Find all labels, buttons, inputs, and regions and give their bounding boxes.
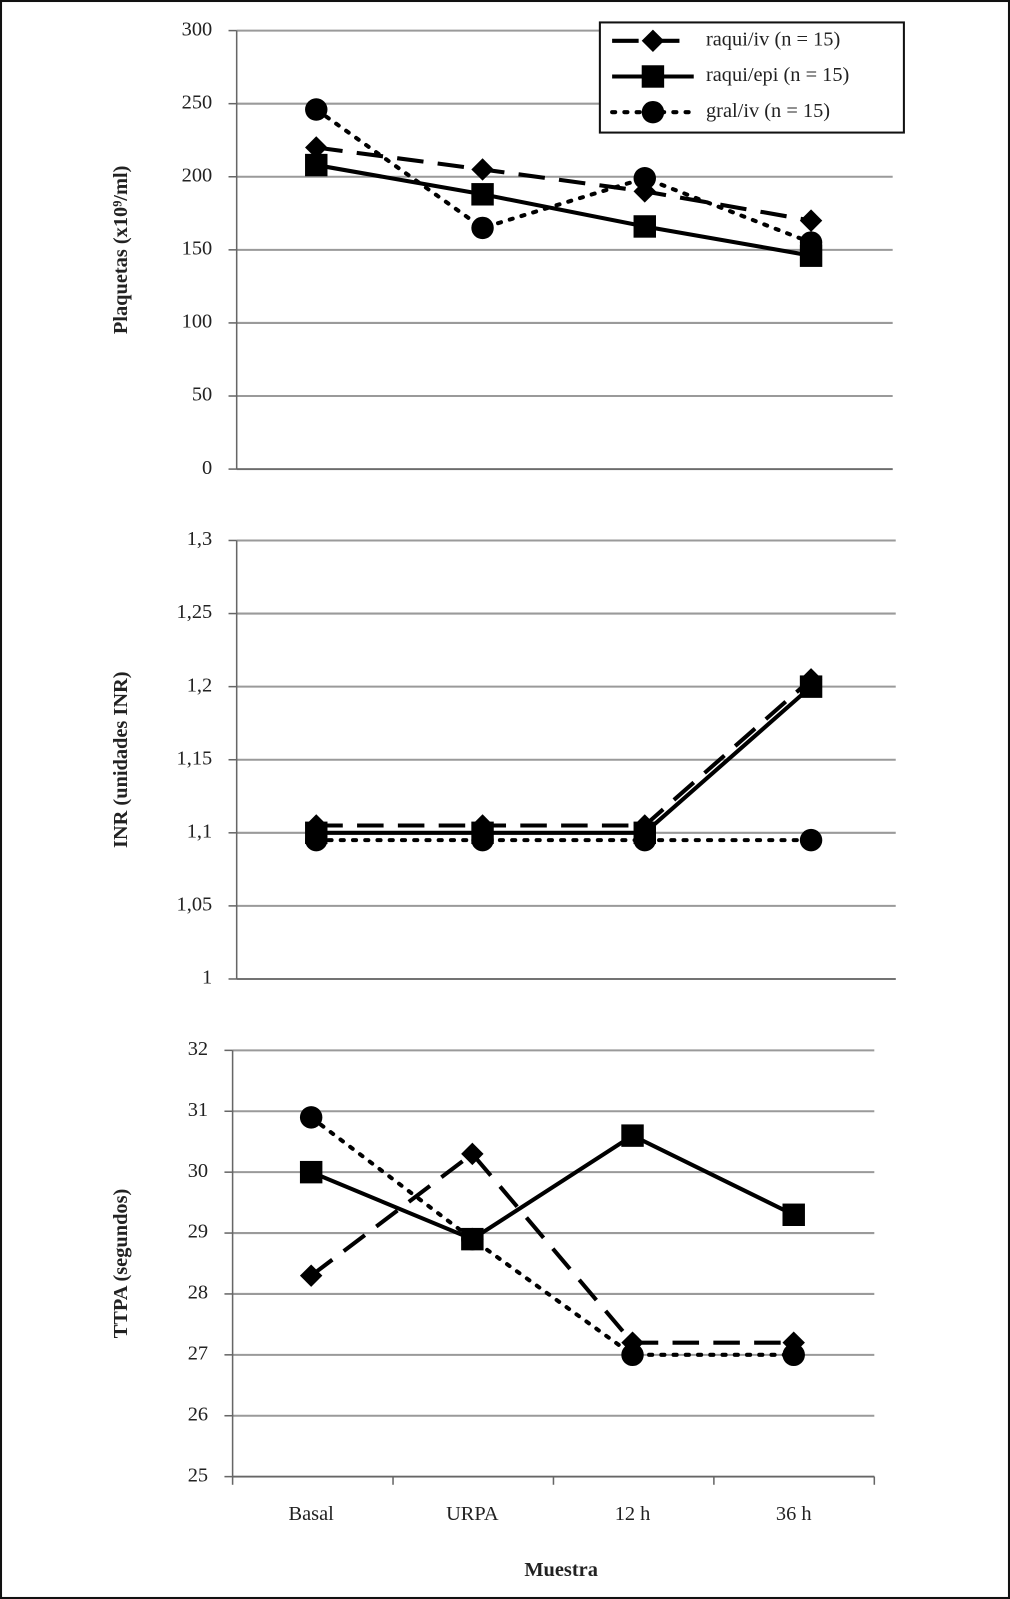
marker bbox=[299, 1264, 323, 1287]
marker bbox=[799, 828, 823, 852]
y-tick-label: 100 bbox=[182, 311, 213, 333]
x-tick-label: 12 h bbox=[615, 1503, 651, 1525]
x-tick-label: Basal bbox=[289, 1503, 335, 1525]
series-line bbox=[309, 1115, 796, 1357]
marker bbox=[633, 167, 656, 190]
y-tick-label: 1,15 bbox=[177, 747, 213, 769]
marker bbox=[471, 216, 494, 240]
marker bbox=[782, 1343, 805, 1367]
y-tick-label: 0 bbox=[202, 457, 212, 479]
y-tick-label: 1,2 bbox=[187, 674, 212, 696]
marker bbox=[633, 215, 656, 238]
y-tick-label: 31 bbox=[188, 1099, 208, 1121]
y-tick-label: 300 bbox=[182, 18, 213, 40]
marker bbox=[461, 1227, 484, 1251]
y-axis-label: TTPA (segundos) bbox=[110, 1189, 132, 1339]
marker bbox=[305, 98, 328, 121]
y-tick-label: 29 bbox=[188, 1221, 208, 1243]
y-tick-label: 26 bbox=[188, 1403, 208, 1425]
marker bbox=[305, 153, 328, 177]
series-line bbox=[309, 1151, 794, 1345]
y-tick-label: 150 bbox=[182, 238, 213, 260]
legend-marker bbox=[641, 65, 665, 88]
marker bbox=[621, 1124, 644, 1147]
y-tick-label: 1,05 bbox=[177, 894, 213, 916]
y-tick-label: 1,3 bbox=[187, 528, 212, 550]
y-tick-label: 1,25 bbox=[177, 601, 213, 623]
y-tick-label: 1,1 bbox=[187, 820, 212, 842]
series-line bbox=[315, 145, 812, 223]
x-tick-label: URPA bbox=[446, 1503, 499, 1525]
y-tick-label: 30 bbox=[188, 1160, 208, 1182]
x-tick-label: 36 h bbox=[776, 1503, 812, 1525]
legend-label: raqui/iv (n = 15) bbox=[706, 28, 840, 50]
y-tick-label: 32 bbox=[188, 1038, 208, 1060]
y-tick-label: 1 bbox=[202, 967, 212, 989]
marker bbox=[471, 183, 494, 206]
marker bbox=[471, 828, 494, 852]
y-tick-label: 200 bbox=[182, 164, 213, 186]
legend-marker bbox=[641, 29, 665, 53]
marker bbox=[799, 675, 823, 698]
y-tick-label: 250 bbox=[182, 91, 213, 113]
y-axis-label: Plaquetas (x10⁹/ml) bbox=[110, 166, 132, 335]
series-line bbox=[316, 685, 813, 835]
marker bbox=[782, 1203, 805, 1226]
y-tick-label: 27 bbox=[188, 1343, 208, 1365]
y-tick-label: 25 bbox=[188, 1464, 208, 1486]
legend-marker bbox=[641, 100, 665, 124]
legend-label: gral/iv (n = 15) bbox=[706, 100, 830, 122]
series-line bbox=[310, 1133, 795, 1242]
marker bbox=[621, 1343, 644, 1367]
marker bbox=[299, 1160, 323, 1184]
marker bbox=[799, 231, 823, 254]
legend-label: raqui/epi (n = 15) bbox=[706, 64, 849, 86]
marker bbox=[461, 1142, 484, 1166]
series-line bbox=[314, 107, 814, 245]
y-axis-label: INR (unidades INR) bbox=[110, 671, 132, 848]
marker bbox=[299, 1106, 323, 1129]
y-tick-label: 28 bbox=[188, 1282, 208, 1304]
marker bbox=[633, 828, 656, 852]
series-line bbox=[315, 163, 812, 258]
x-axis-label: Muestra bbox=[524, 1559, 598, 1581]
marker bbox=[305, 828, 328, 852]
series-line bbox=[316, 677, 813, 828]
y-tick-label: 50 bbox=[192, 384, 212, 406]
